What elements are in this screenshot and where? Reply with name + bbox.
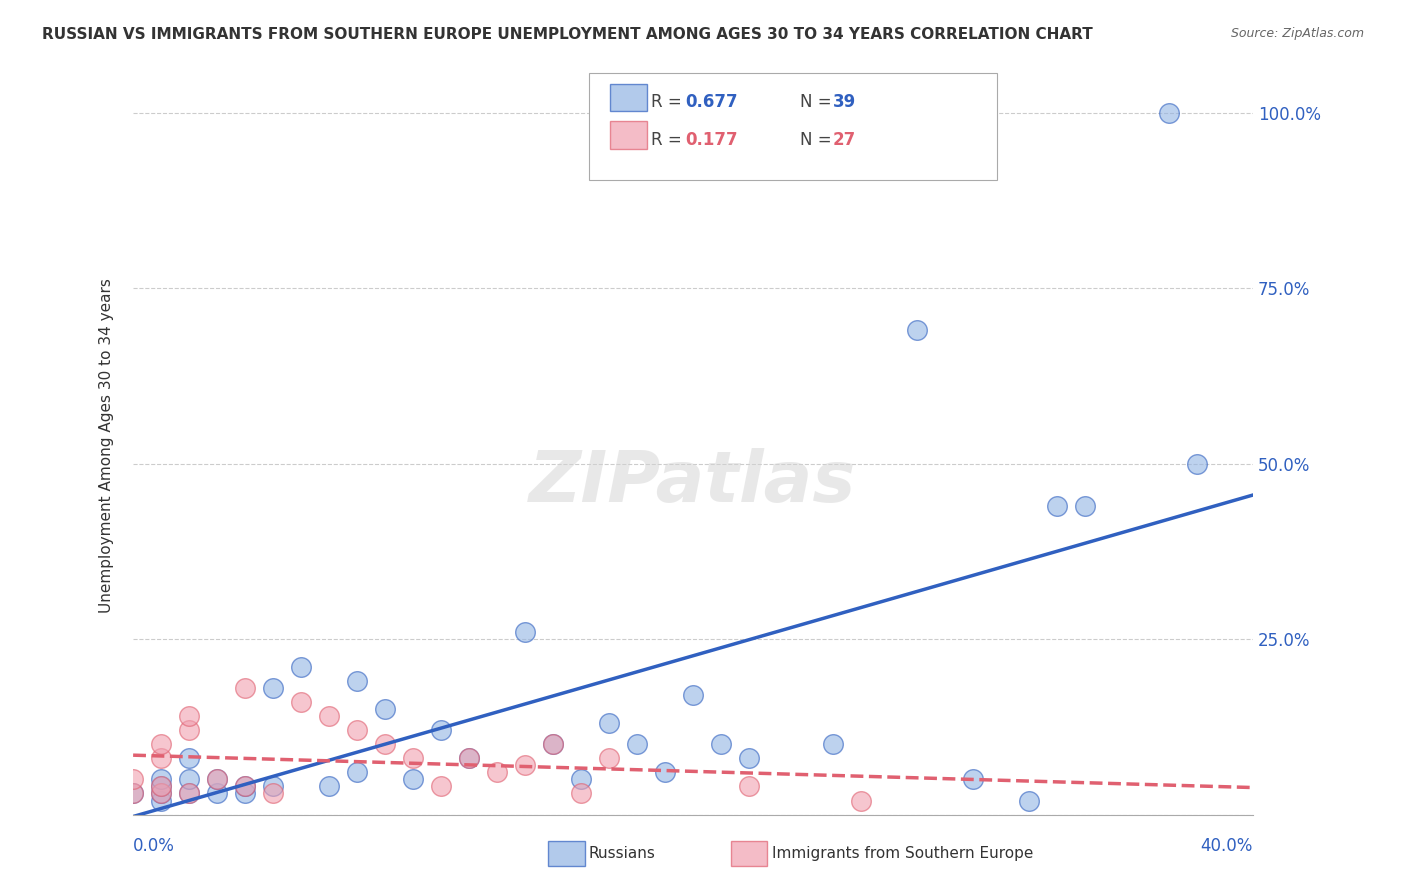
Point [346, 674, 368, 689]
Point [150, 772, 173, 787]
Point [205, 787, 228, 801]
Point [513, 625, 536, 640]
Point [569, 772, 592, 787]
Text: Russians: Russians [589, 847, 655, 862]
Point [177, 787, 200, 801]
Point [682, 688, 704, 702]
Point [233, 787, 256, 801]
Point [905, 323, 928, 337]
Point [374, 737, 396, 751]
Text: N =: N = [800, 93, 837, 111]
Text: RUSSIAN VS IMMIGRANTS FROM SOUTHERN EUROPE UNEMPLOYMENT AMONG AGES 30 TO 34 YEAR: RUSSIAN VS IMMIGRANTS FROM SOUTHERN EURO… [42, 27, 1092, 42]
Point [513, 758, 536, 772]
Point [402, 772, 425, 787]
Point [1018, 793, 1040, 807]
Point [738, 751, 761, 765]
Y-axis label: Unemployment Among Ages 30 to 34 years: Unemployment Among Ages 30 to 34 years [100, 278, 114, 614]
Point [430, 780, 453, 794]
Point [626, 737, 648, 751]
Text: 0.177: 0.177 [685, 131, 738, 149]
Point [262, 681, 284, 696]
Point [122, 787, 145, 801]
Point [1074, 499, 1097, 513]
Point [150, 751, 173, 765]
Point [233, 780, 256, 794]
Point [962, 772, 984, 787]
Point [205, 772, 228, 787]
Point [233, 780, 256, 794]
Point [122, 787, 145, 801]
Point [458, 751, 481, 765]
Point [150, 793, 173, 807]
Point [346, 723, 368, 738]
Point [150, 737, 173, 751]
Text: 0.677: 0.677 [685, 93, 738, 111]
Point [233, 681, 256, 696]
Point [290, 695, 312, 709]
Point [177, 751, 200, 765]
Point [346, 765, 368, 780]
Point [1157, 105, 1180, 120]
Point [177, 723, 200, 738]
Text: ZIPatlas: ZIPatlas [529, 449, 856, 517]
Point [262, 787, 284, 801]
Text: 27: 27 [832, 131, 856, 149]
Point [598, 716, 620, 731]
Point [262, 780, 284, 794]
Point [318, 709, 340, 723]
Point [122, 772, 145, 787]
Point [290, 660, 312, 674]
Point [458, 751, 481, 765]
Point [205, 772, 228, 787]
Text: 40.0%: 40.0% [1201, 837, 1253, 855]
Point [150, 780, 173, 794]
Point [541, 737, 564, 751]
Point [150, 780, 173, 794]
Point [710, 737, 733, 751]
Point [821, 737, 844, 751]
Point [569, 787, 592, 801]
Point [486, 765, 509, 780]
Point [150, 787, 173, 801]
Text: Source: ZipAtlas.com: Source: ZipAtlas.com [1230, 27, 1364, 40]
Point [849, 793, 872, 807]
Point [177, 787, 200, 801]
Text: 0.0%: 0.0% [134, 837, 174, 855]
Text: 39: 39 [832, 93, 856, 111]
Point [541, 737, 564, 751]
Point [598, 751, 620, 765]
Point [1046, 499, 1069, 513]
Point [430, 723, 453, 738]
Point [1185, 457, 1208, 471]
Point [150, 787, 173, 801]
Point [177, 709, 200, 723]
Point [654, 765, 676, 780]
Point [402, 751, 425, 765]
Point [318, 780, 340, 794]
Text: N =: N = [800, 131, 837, 149]
Text: R =: R = [651, 131, 688, 149]
Point [374, 702, 396, 716]
Point [738, 780, 761, 794]
Text: Immigrants from Southern Europe: Immigrants from Southern Europe [772, 847, 1033, 862]
Text: R =: R = [651, 93, 688, 111]
Point [177, 772, 200, 787]
